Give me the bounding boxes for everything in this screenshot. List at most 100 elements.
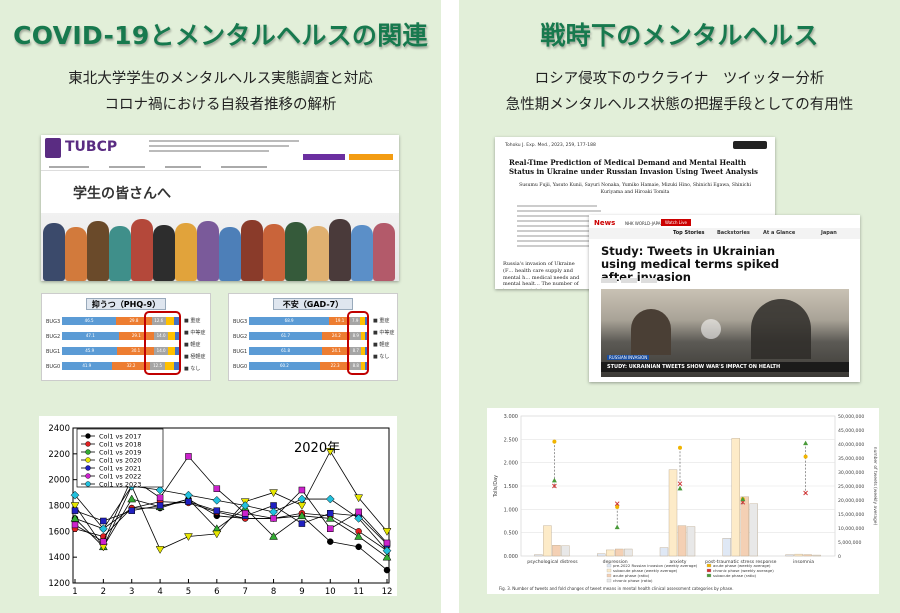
series-line-5 bbox=[74, 501, 388, 545]
data-point bbox=[213, 485, 221, 492]
legend-entry: chronic phase (ratio) bbox=[613, 578, 653, 583]
bar-chart-svg: 0.000 0.500 1.000 1.500 2.000 2.500 3.000 0 5,00… bbox=[493, 414, 878, 591]
data-point bbox=[327, 510, 334, 517]
data-point bbox=[70, 502, 80, 511]
phq9-chart: 抑うつ（PHQ-9） BUG3 BUG2 BUG1 BUG0 46.5 29.8 1… bbox=[41, 293, 211, 381]
y2-tick-label: 10,000,000 bbox=[838, 526, 864, 532]
legend-marker bbox=[85, 441, 91, 447]
data-point bbox=[354, 531, 364, 540]
data-point bbox=[184, 533, 193, 542]
y-tick-label: 1600 bbox=[48, 527, 70, 537]
watch-live-button[interactable]: Watch Live bbox=[661, 219, 691, 226]
bar bbox=[740, 496, 750, 557]
legend-entry: pre-2022 Russian invasion (weekly averag… bbox=[613, 563, 698, 568]
data-point bbox=[241, 510, 249, 517]
nav-top-stories[interactable]: Top Stories bbox=[673, 230, 705, 236]
data-point bbox=[100, 538, 107, 545]
play-icon[interactable] bbox=[701, 319, 721, 339]
x-tick-label: psychological distress bbox=[527, 559, 578, 565]
web-button-2[interactable] bbox=[349, 154, 393, 160]
y-tick-label: 1200 bbox=[48, 579, 70, 589]
bar bbox=[614, 548, 624, 557]
bar bbox=[785, 554, 794, 557]
data-point bbox=[298, 520, 306, 527]
data-point bbox=[70, 513, 80, 522]
y2-tick-label: 5,000,000 bbox=[838, 540, 861, 546]
data-point bbox=[354, 514, 363, 523]
data-point bbox=[71, 521, 79, 529]
right-panel: 戦時下のメンタルヘルス ロシア侵攻下のウクライナ ツイッター分析 急性期メンタル… bbox=[459, 0, 900, 613]
marker-point bbox=[678, 445, 682, 450]
x-tick-label: 4 bbox=[157, 587, 162, 596]
x-tick-label: 11 bbox=[353, 587, 364, 596]
news-video[interactable]: RUSSIAN INVASION STUDY: UKRAINIAN TWEETS… bbox=[601, 289, 849, 377]
data-point bbox=[212, 530, 222, 539]
data-point bbox=[213, 507, 221, 514]
legend-swatch bbox=[706, 573, 712, 578]
data-point bbox=[99, 524, 108, 534]
marker-point bbox=[803, 454, 808, 459]
bar bbox=[677, 525, 687, 557]
y-tick-label: 1.000 bbox=[504, 507, 518, 513]
bar bbox=[731, 438, 741, 557]
y-tick-label: 2.000 bbox=[504, 461, 518, 467]
series-line-2 bbox=[74, 501, 388, 552]
legend-marker bbox=[85, 449, 91, 455]
data-point bbox=[269, 531, 278, 540]
y-tick-label: 1400 bbox=[48, 553, 70, 563]
nav-backstories[interactable]: Backstories bbox=[717, 230, 750, 236]
data-point bbox=[184, 490, 193, 500]
nav-at-a-glance[interactable]: At a Glance bbox=[763, 230, 796, 236]
bar bbox=[659, 547, 669, 557]
data-point bbox=[382, 552, 392, 561]
y2-tick-label: 30,000,000 bbox=[838, 470, 864, 476]
x-tick-label: 9 bbox=[299, 587, 304, 596]
series-line-4 bbox=[74, 450, 388, 550]
y2-axis-label: number of tweets (weekly average) bbox=[872, 447, 878, 526]
left-subtitle-2: コロナ禍における自殺者推移の解析 bbox=[104, 97, 337, 113]
data-point bbox=[383, 566, 391, 574]
students-illustration bbox=[41, 213, 399, 281]
y-axis-label: Tolls/Day bbox=[493, 475, 499, 498]
data-point bbox=[325, 448, 335, 456]
gad7-title: 不安（GAD-7） bbox=[273, 298, 353, 310]
marker-point bbox=[740, 496, 746, 502]
data-point bbox=[355, 543, 362, 551]
bar bbox=[812, 554, 821, 557]
bar bbox=[543, 525, 552, 557]
legend-entry: Col1 vs 2023 bbox=[99, 481, 141, 489]
legend-entry: Col1 vs 2019 bbox=[99, 449, 141, 457]
y2-tick-label: 25,000,000 bbox=[838, 484, 864, 490]
data-point bbox=[382, 546, 392, 556]
legend-swatch bbox=[706, 563, 712, 568]
tohoku-logo-icon bbox=[45, 138, 61, 158]
data-point bbox=[270, 515, 277, 522]
legend-entry: Col1 vs 2021 bbox=[99, 465, 141, 473]
web-button-1[interactable] bbox=[303, 154, 345, 160]
nhk-world-logo: NHK WORLD-JAPAN bbox=[625, 221, 664, 226]
y2-tick-label: 40,000,000 bbox=[838, 442, 864, 448]
gad7-highlight bbox=[347, 311, 369, 375]
x-tick-label: 12 bbox=[382, 587, 393, 596]
paper-authors: Susumu Fujii, Yasuto Kunii, Sayuri Nonak… bbox=[519, 183, 751, 195]
bar bbox=[596, 553, 606, 557]
nav-japan[interactable]: Japan bbox=[821, 230, 837, 236]
tweet-bar-chart: 0.000 0.500 1.000 1.500 2.000 2.500 3.000 0 5,00… bbox=[487, 408, 879, 594]
marker-point bbox=[677, 485, 683, 491]
y2-tick-label: 50,000,000 bbox=[838, 414, 864, 420]
legend-swatch bbox=[606, 563, 612, 568]
legend-marker bbox=[85, 473, 91, 479]
news-banner-text: STUDY: UKRAINIAN TWEETS SHOW WAR'S IMPAC… bbox=[601, 362, 849, 372]
x-tick-label: 5 bbox=[186, 587, 191, 596]
x-tick-label: 7 bbox=[242, 587, 247, 596]
gad7-chart: 不安（GAD-7） BUG3 BUG2 BUG1 BUG0 68.9 19.1 7.… bbox=[228, 293, 398, 381]
data-point bbox=[100, 517, 107, 525]
bar bbox=[749, 503, 758, 557]
news-banner-label: RUSSIAN INVASION bbox=[607, 355, 650, 360]
bar bbox=[552, 545, 561, 557]
bar bbox=[722, 538, 732, 557]
data-point bbox=[270, 502, 277, 509]
y2-tick-label: 20,000,000 bbox=[838, 498, 864, 504]
x-tick-label: 8 bbox=[271, 587, 276, 596]
